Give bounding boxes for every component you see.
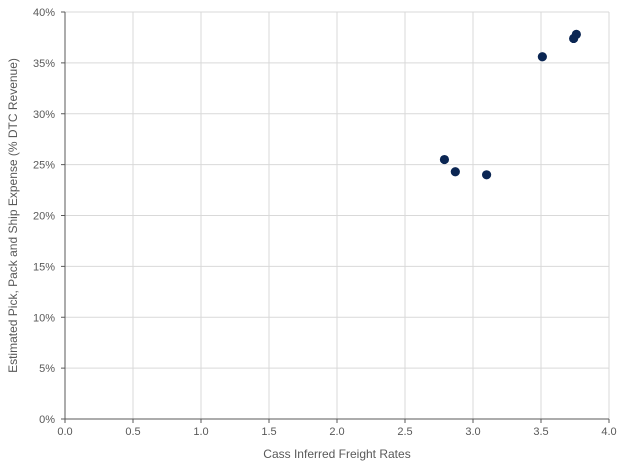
data-point [482, 170, 492, 180]
y-tick-label: 0% [39, 414, 55, 426]
x-tick-label: 2.0 [329, 426, 344, 438]
y-tick-label: 35% [33, 58, 55, 70]
y-tick-label: 5% [39, 363, 55, 375]
data-point [439, 154, 450, 165]
data-point [571, 29, 581, 39]
y-tick-label: 20% [33, 211, 55, 223]
gridlines [65, 11, 610, 419]
x-tick-label: 4.0 [601, 426, 616, 438]
x-tick-label: 2.5 [397, 426, 412, 438]
y-tick-label: 10% [33, 312, 55, 324]
x-tick-label: 0.5 [125, 426, 140, 438]
tick-labels: 0.0 0.5 1.0 1.5 2.0 2.5 3.0 3.5 4.0 0% 5% 10% 15% 20%… [33, 7, 617, 438]
x-tick-label: 1.5 [261, 426, 276, 438]
data-points [439, 29, 581, 180]
y-tick-label: 30% [33, 109, 55, 121]
x-tick-label: 0.0 [57, 426, 72, 438]
x-tick-label: 1.0 [193, 426, 208, 438]
x-tick-label: 3.5 [533, 426, 548, 438]
y-tick-label: 25% [33, 160, 55, 172]
x-axis-title: Cass Inferred Freight Rates [263, 447, 410, 461]
data-point [450, 167, 460, 177]
data-point [537, 52, 547, 62]
y-tick-label: 40% [33, 7, 55, 19]
x-tick-label: 3.0 [465, 426, 480, 438]
y-axis-title: Estimated Pick, Pack and Ship Expense (%… [6, 58, 20, 373]
axes [61, 11, 610, 423]
y-tick-label: 15% [33, 261, 55, 273]
